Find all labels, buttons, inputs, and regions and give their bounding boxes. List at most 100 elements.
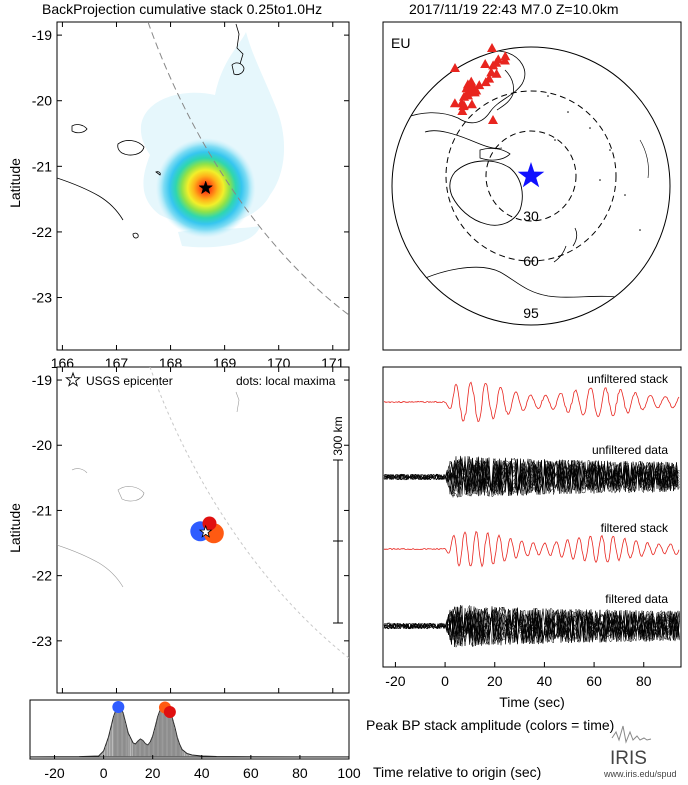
trace-label-filtered-data: filtered data: [605, 592, 668, 606]
filtered-stack-line: [383, 530, 680, 568]
maxima-map-ytick-1: -20: [32, 437, 52, 453]
station-triangle: [462, 90, 473, 100]
station-triangle: [450, 63, 460, 72]
traces-xtick-3: 40: [537, 673, 553, 689]
epicenter-star-global: [517, 162, 545, 188]
amplitude-panel: -20 0 20 40 60 80 100 Peak BP stack amplitude …: [29, 699, 614, 781]
trace-label-unfiltered-data: unfiltered data: [592, 443, 668, 457]
maxima-map-ytick-4: -23: [32, 633, 52, 649]
maxima-map-ylabel: Latitude: [7, 503, 23, 553]
traces-xtick-2: 20: [487, 673, 503, 689]
station-triangle: [474, 80, 485, 90]
coast-island-b: [71, 124, 88, 134]
trench-curve: [147, 22, 349, 316]
network-label: EU: [391, 35, 410, 51]
traces-xtick-4: 60: [586, 673, 602, 689]
coast-new-zealand: [553, 227, 578, 263]
coast-antarctica: [404, 266, 631, 301]
legend-maxima: dots: local maxima: [236, 374, 336, 388]
ring-30-deg: [485, 130, 577, 222]
amplitude-xtick-4: 60: [243, 765, 259, 781]
stack-map-ytick-4: -23: [32, 290, 52, 306]
traces-axes: -20 0 20 40 60 80: [385, 662, 652, 689]
amplitude-title: Peak BP stack amplitude (colors = time): [366, 717, 614, 733]
stack-map-ytick-1: -20: [32, 93, 52, 109]
coast-new-caledonia: [57, 177, 124, 221]
station-triangle: [480, 58, 491, 68]
station-triangle: [480, 77, 491, 87]
unfiltered-stack-line: [383, 381, 680, 423]
epicenter-star-a: [198, 180, 214, 195]
amplitude-frame: [29, 699, 350, 760]
data-bundle: [383, 455, 680, 498]
right-title: 2017/11/19 22:43 M7.0 Z=10.0km: [409, 1, 619, 17]
station-triangle: [449, 98, 460, 108]
station-triangle: [467, 85, 478, 95]
maxima-map-ytick-0: -19: [32, 372, 52, 388]
stack-map-ytick-3: -22: [32, 224, 52, 240]
amplitude-xtick-2: 20: [145, 765, 161, 781]
station-triangle: [488, 115, 498, 124]
amplitude-axes: -20 0 20 40 60 80 100: [44, 755, 361, 781]
legend-epicenter: USGS epicenter: [86, 374, 173, 388]
stack-map-ytick-0: -19: [32, 27, 52, 43]
station-group: [449, 43, 511, 124]
amplitude-peak-dot-2: [163, 706, 176, 718]
trench-curve-faint: [149, 367, 349, 659]
traces-panel: unfiltered stack unfiltered data filtere…: [382, 366, 682, 710]
coast-papua: [479, 147, 511, 161]
amplitude-xlabel: Time relative to origin (sec): [373, 764, 541, 780]
station-triangle: [466, 99, 477, 109]
trace-label-unfiltered-stack: unfiltered stack: [587, 372, 669, 386]
maxima-map-panel: USGS epicenter dots: local maxima 300 km…: [7, 366, 350, 714]
left-title: BackProjection cumulative stack 0.25to1.…: [42, 1, 322, 17]
amplitude-xtick-1: 0: [100, 765, 108, 781]
amplitude-xtick-5: 80: [292, 765, 308, 781]
scale-bar-label: 300 km: [331, 416, 345, 455]
amplitude-peak-dot-0: [112, 701, 125, 713]
stack-map-ytick-2: -21: [32, 158, 52, 174]
station-triangle: [457, 106, 468, 116]
amplitude-xtick-0: -20: [44, 765, 64, 781]
coast-japan: [496, 69, 514, 111]
global-map-horizon: [391, 46, 671, 326]
data-bundle: [383, 604, 680, 649]
global-map-frame: [382, 21, 682, 351]
maxima-map-ytick-3: -22: [32, 568, 52, 584]
coast-faint-a: [235, 391, 240, 413]
station-triangle: [488, 60, 499, 70]
coast-island-a: [231, 62, 245, 76]
coast-south-america: [639, 139, 649, 179]
amplitude-hatch: [100, 707, 189, 757]
coast-island-d: [132, 232, 139, 239]
logo-name: IRIS: [610, 748, 647, 769]
traces-xtick-0: -20: [385, 673, 405, 689]
iris-logo: IRIS www.iris.edu/spud: [603, 725, 677, 779]
maxima-dots: [190, 516, 224, 544]
trace-lines: [383, 381, 680, 649]
coast-faint-d: [71, 468, 88, 474]
ring-60-deg: [445, 90, 617, 262]
logo-url: www.iris.edu/spud: [603, 769, 677, 779]
coast-faint-c: [57, 544, 124, 588]
traces-xtick-5: 80: [636, 673, 652, 689]
coast-australia: [449, 160, 523, 226]
epicenter-star-c: [198, 524, 213, 538]
traces-xlabel: Time (sec): [499, 694, 565, 710]
amplitude-peaks: [112, 701, 176, 718]
maxima-map-ytick-2: -21: [32, 502, 52, 518]
coast-island-c: [117, 140, 145, 156]
traces-xtick-1: 0: [441, 673, 449, 689]
station-triangle: [466, 76, 477, 86]
coast-vanuatu-north: [235, 23, 244, 65]
trace-label-filtered-stack: filtered stack: [601, 521, 669, 535]
stack-map-ylabel: Latitude: [7, 158, 23, 208]
coast-indonesia: [424, 130, 503, 149]
ring-label-60: 60: [523, 253, 539, 269]
ring-label-30: 30: [523, 208, 539, 224]
amplitude-xtick-6: 100: [337, 765, 361, 781]
coast-island-e: [155, 171, 161, 176]
amplitude-xtick-3: 40: [194, 765, 210, 781]
ring-label-95: 95: [523, 305, 539, 321]
